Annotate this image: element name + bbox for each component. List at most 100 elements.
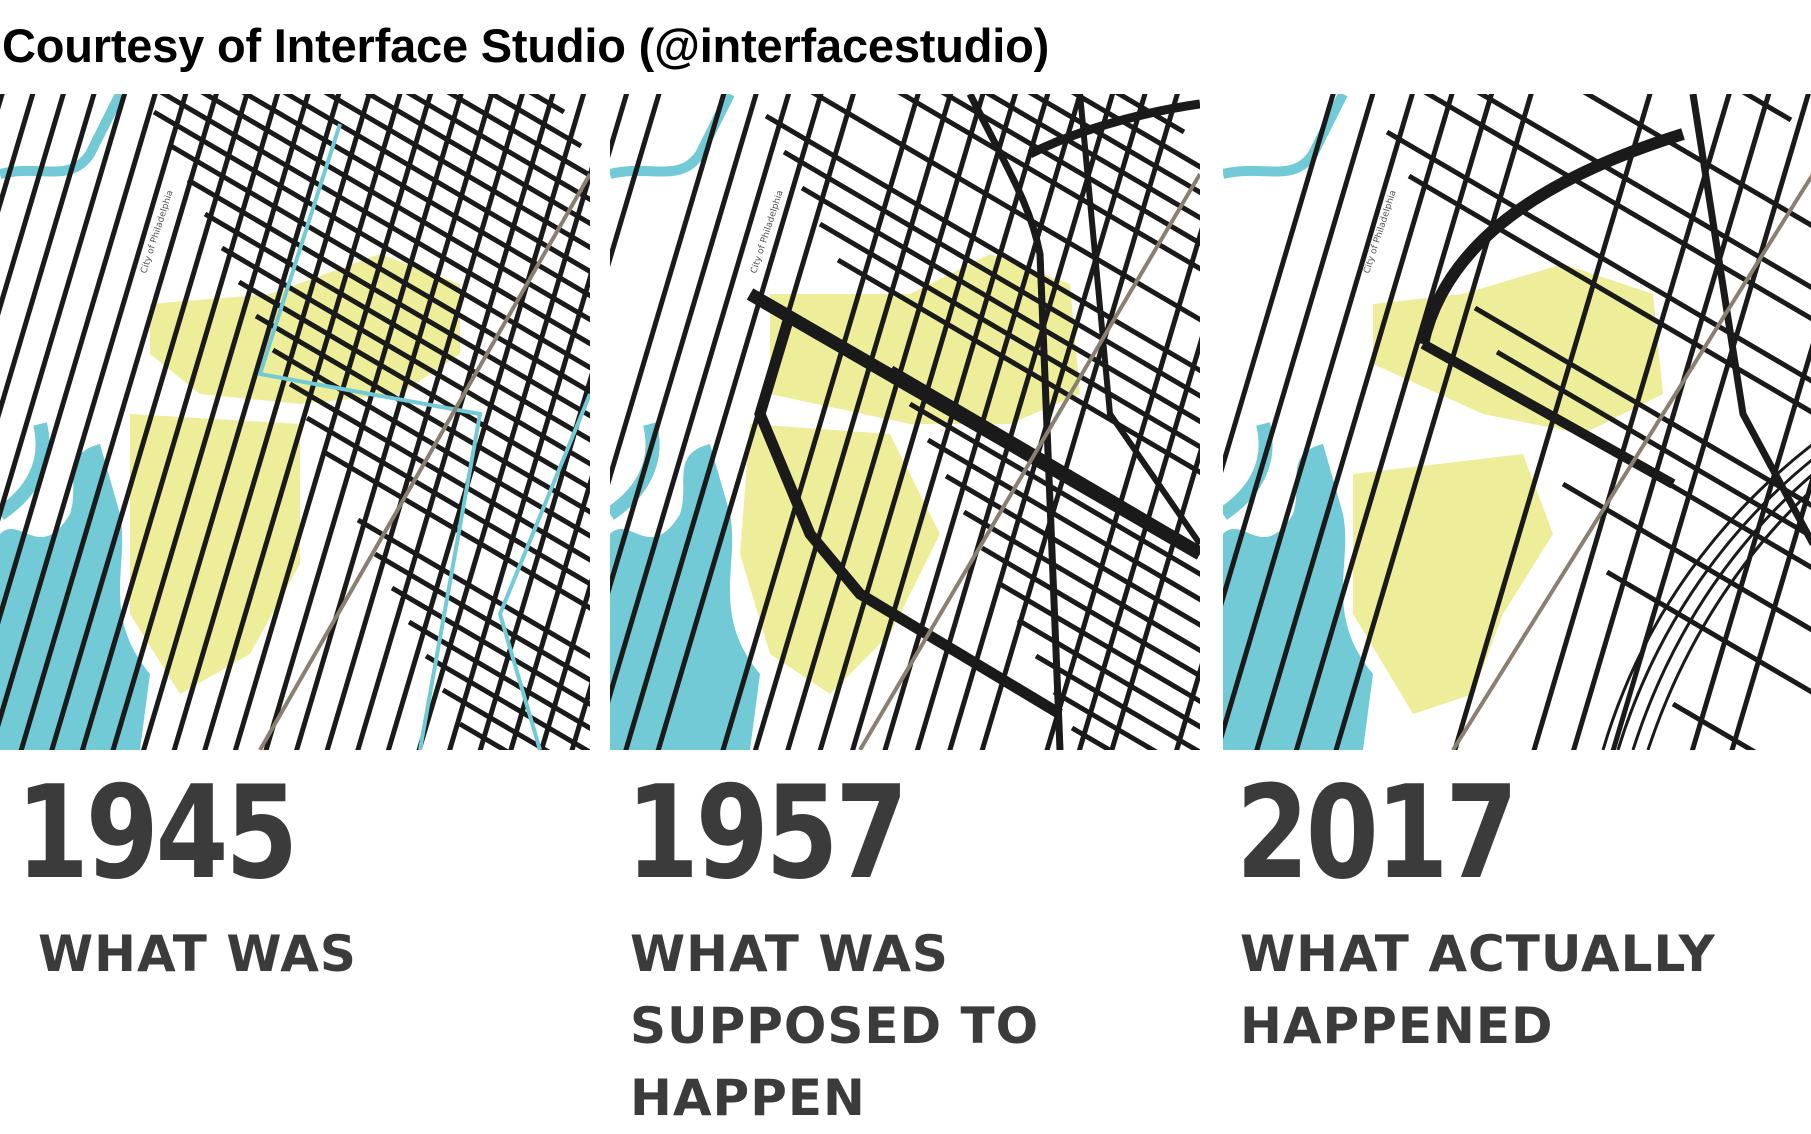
street — [610, 94, 792, 704]
street — [610, 94, 662, 268]
street — [152, 109, 590, 371]
river-channel — [0, 94, 125, 179]
map-1957: City of Philadelphia — [610, 94, 1200, 750]
map-2017: City of Philadelphia — [1223, 94, 1811, 750]
street — [294, 94, 495, 750]
street — [0, 94, 158, 625]
street — [405, 94, 590, 203]
image-credit: Courtesy of Interface Studio (@interface… — [2, 19, 1050, 72]
street — [1034, 653, 1200, 750]
street — [810, 94, 1200, 323]
river-water — [0, 444, 150, 750]
street — [850, 94, 1051, 750]
highlight-area-south — [130, 414, 300, 694]
street — [282, 94, 590, 275]
caption-1945: WHAT WAS — [38, 925, 357, 983]
street — [1174, 662, 1200, 750]
street — [944, 473, 1200, 628]
street — [385, 94, 587, 750]
street — [538, 578, 590, 750]
street — [1561, 481, 1811, 633]
street — [390, 585, 590, 707]
street — [817, 94, 1018, 750]
street — [785, 94, 986, 750]
street — [49, 94, 250, 750]
street — [1109, 444, 1200, 750]
street — [0, 94, 189, 728]
street — [0, 94, 97, 419]
street — [1610, 94, 1811, 750]
street — [720, 94, 921, 750]
year-label-1957: 1957 — [626, 759, 908, 908]
year-label-1945: 1945 — [16, 759, 298, 908]
street — [752, 94, 954, 750]
street — [1076, 335, 1200, 750]
street — [1689, 342, 1811, 750]
street — [623, 94, 824, 750]
street — [962, 509, 1200, 654]
street — [1333, 94, 1534, 750]
street — [1044, 226, 1200, 750]
street — [1223, 94, 1415, 740]
street — [171, 94, 372, 750]
street — [1571, 94, 1772, 750]
street — [79, 94, 281, 750]
street — [1223, 94, 1336, 474]
street — [355, 94, 556, 750]
street — [220, 245, 590, 467]
street — [322, 449, 590, 611]
street — [980, 545, 1200, 679]
street — [237, 279, 590, 491]
street — [1385, 129, 1811, 384]
street — [836, 257, 1200, 476]
street — [1452, 94, 1653, 750]
street — [610, 94, 759, 595]
street — [1476, 94, 1811, 291]
street — [908, 401, 1200, 577]
street — [0, 94, 36, 213]
caption-2017: WHAT ACTUALLY HAPPENED — [1240, 925, 1716, 1055]
street — [373, 551, 590, 683]
street — [202, 94, 403, 750]
street — [1027, 94, 1200, 196]
street — [897, 94, 1200, 272]
street — [1052, 689, 1158, 750]
planned-expressway — [746, 288, 1200, 560]
street — [407, 619, 590, 732]
street — [1582, 94, 1811, 228]
street — [1407, 173, 1811, 415]
street — [1223, 94, 1376, 607]
street — [323, 94, 590, 251]
street — [356, 517, 590, 659]
caption-1957: WHAT WAS SUPPOSED TO HAPPEN — [630, 925, 1040, 1127]
street — [110, 94, 311, 750]
street — [18, 94, 219, 750]
street — [141, 94, 342, 750]
street — [1254, 94, 1455, 750]
street — [998, 581, 1200, 705]
street — [1729, 475, 1811, 750]
street — [169, 143, 590, 395]
street — [940, 94, 1200, 247]
street — [1495, 349, 1811, 539]
street — [1423, 94, 1811, 322]
street — [1016, 617, 1200, 730]
map-1945: City of Philadelphia — [0, 94, 590, 750]
street — [508, 475, 590, 750]
street — [305, 415, 590, 587]
street — [1293, 94, 1495, 750]
street — [983, 94, 1200, 221]
street — [263, 94, 464, 750]
rail-line — [258, 173, 590, 750]
street — [324, 94, 525, 750]
street — [979, 94, 1180, 750]
street — [782, 149, 1200, 399]
street — [610, 94, 727, 486]
street — [254, 313, 590, 515]
year-label-2017: 2017 — [1236, 759, 1518, 908]
street — [655, 94, 856, 750]
street — [232, 94, 434, 750]
street — [364, 94, 590, 227]
street — [0, 94, 128, 522]
street — [446, 94, 590, 179]
